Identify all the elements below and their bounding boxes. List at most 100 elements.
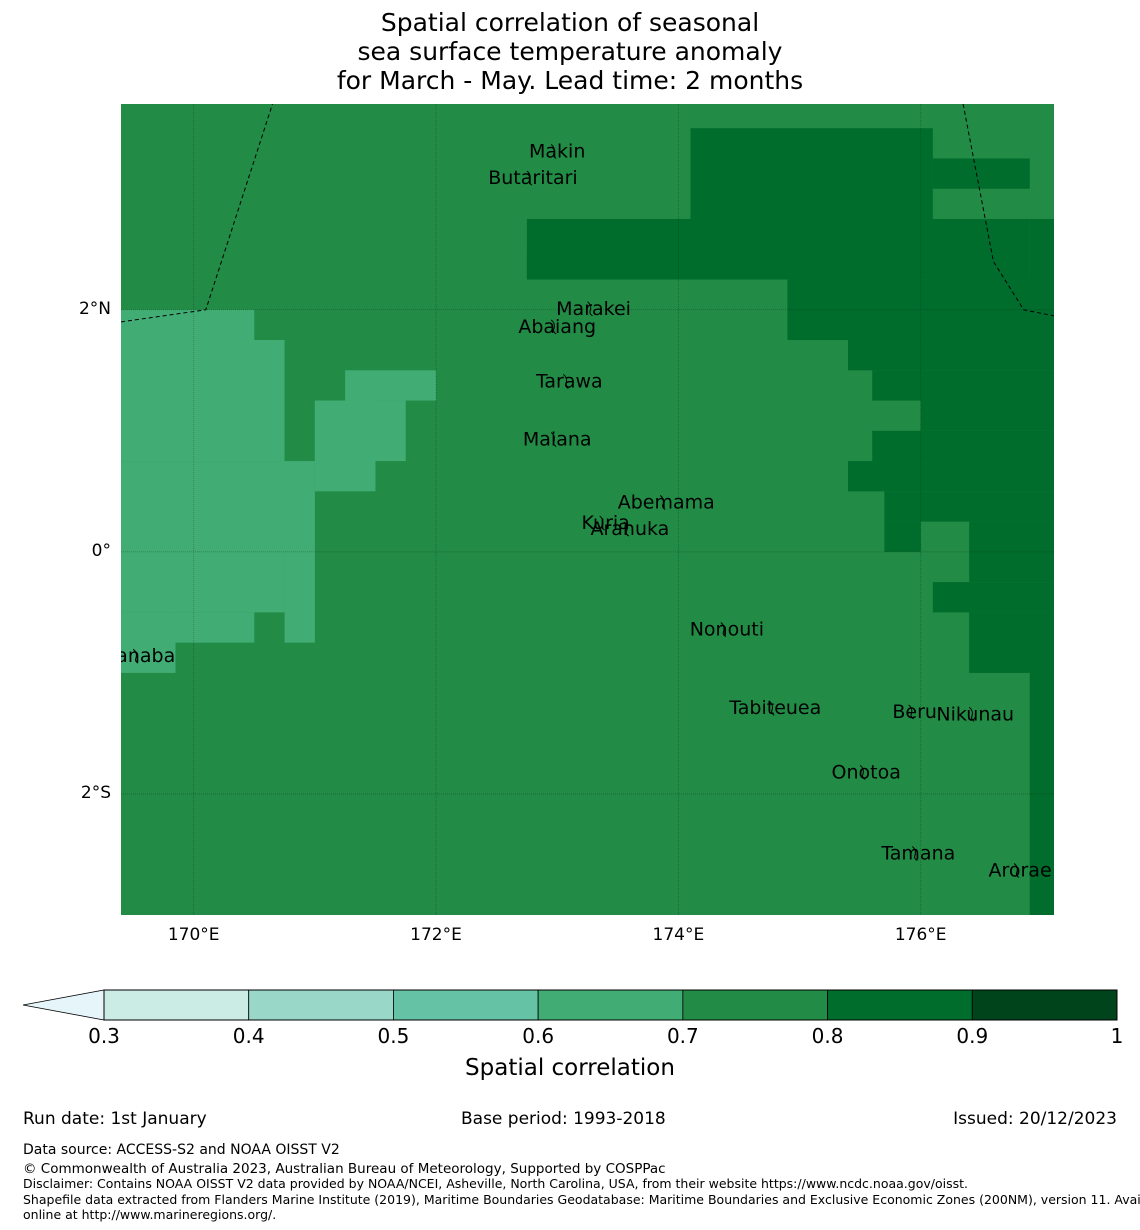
island-label: Tabiteuea [728, 697, 821, 719]
shapefile-credit-2: online at http://www.marineregions.org/. [23, 1207, 277, 1222]
island-label: Aranuka [590, 518, 669, 540]
island-outline [550, 144, 557, 159]
colorbar-frame [103, 989, 1118, 1021]
maritime-boundaries [121, 104, 1054, 323]
grid-cell-region [345, 370, 437, 401]
island-label: Makin [529, 140, 585, 162]
grid-cell-region [848, 340, 1054, 371]
grid-cell-region [526, 249, 679, 280]
island-outline [911, 846, 918, 861]
issued-date: Issued: 20/12/2023 [953, 1109, 1117, 1129]
grid-cell-region [121, 340, 285, 462]
grid-cell-region [314, 400, 406, 462]
grid-cell-region [969, 612, 1054, 673]
island-outline [720, 622, 727, 637]
island-label: Marakei [556, 298, 631, 320]
run-date: Run date: 1st January [23, 1109, 207, 1129]
island-outline [587, 301, 593, 317]
x-tick-label: 176°E [894, 925, 947, 945]
island-label: Tarawa [535, 370, 603, 392]
grid-cell-region [872, 370, 1054, 401]
eez-boundary-line [962, 104, 1054, 317]
grid-cell-region [1029, 672, 1054, 915]
graticule [121, 104, 1054, 915]
title-line-3: for March - May. Lead time: 2 months [336, 66, 804, 95]
colorbar-segment [248, 989, 394, 1021]
island-label: Tamana [880, 842, 955, 864]
colorbar-tick-label: 0.7 [666, 1024, 699, 1048]
colorbar-segment [103, 989, 250, 1021]
island-outline [563, 374, 569, 389]
colorbar-extension-arrow [22, 989, 105, 1021]
colorbar-label: Spatial correlation [465, 1055, 675, 1081]
island-outline [132, 648, 139, 664]
grid-cell-region [920, 400, 1054, 431]
island-label: Nonouti [690, 619, 764, 641]
grid-cell-region [121, 551, 285, 613]
x-tick-label: 172°E [410, 925, 462, 945]
grid-cell-region [884, 491, 1054, 522]
grid-cell-region [690, 128, 933, 219]
title-line-2: sea surface temperature anomaly [357, 37, 783, 66]
colorbar-tick-label: 1 [1110, 1024, 1124, 1048]
island-outline [968, 706, 975, 722]
grid-cell-region [787, 279, 1054, 341]
island-outline [659, 495, 666, 510]
y-tick-label: 0° [91, 540, 111, 561]
base-period: Base period: 1993-2018 [461, 1109, 666, 1129]
island-outline [908, 704, 914, 720]
island-label: Abaiang [518, 316, 596, 338]
colorbar-segment [393, 989, 539, 1021]
island-outline [859, 764, 866, 780]
colorbar-tick-label: 0.8 [811, 1024, 844, 1048]
island-label: Banaba [121, 645, 175, 667]
disclaimer: Disclaimer: Contains NOAA OISST V2 data … [23, 1176, 968, 1191]
grid-cell-region [848, 461, 1054, 492]
grid-cell-region [932, 158, 1030, 189]
grid-cell-region [872, 430, 1054, 462]
correlation-grid [121, 104, 1054, 915]
island-outline [623, 521, 630, 537]
title-line-1: Spatial correlation of seasonal [380, 8, 760, 37]
colorbar-tick-label: 0.4 [232, 1024, 265, 1048]
island-label: Nikunau [936, 703, 1014, 725]
colorbar-tick-label: 0.6 [522, 1024, 555, 1048]
grid-cell-region [932, 582, 1054, 613]
colorbar-tick-label: 0.5 [377, 1024, 410, 1048]
island-outline [1013, 863, 1020, 878]
chart-title: Spatial correlation of seasonal sea surf… [0, 8, 1140, 95]
eez-boundary-line [121, 104, 273, 323]
island-label: Beru [892, 701, 937, 723]
grid-cell-region [969, 521, 1054, 583]
data-source: Data source: ACCESS-S2 and NOAA OISST V2 [23, 1142, 340, 1158]
island-label: Onotoa [832, 761, 901, 783]
colorbar-segment [827, 989, 973, 1021]
island-outline [526, 170, 533, 186]
island-label: Butaritari [488, 167, 577, 189]
grid-cell-region [284, 551, 315, 643]
colorbar-segment [682, 989, 828, 1021]
grid-cell-region [175, 612, 255, 643]
colorbar-tick-label: 0.3 [88, 1024, 120, 1048]
shapefile-credit-1: Shapefile data extracted from Flanders M… [23, 1192, 1140, 1207]
copyright: © Commonwealth of Australia 2023, Austra… [23, 1161, 666, 1177]
island-label: Abemama [618, 491, 715, 513]
colorbar-segment [537, 989, 684, 1021]
island-label: Kuria [582, 512, 630, 534]
y-tick-label: 2°N [78, 298, 111, 319]
grid-cell-region [884, 521, 921, 552]
colorbar-segment [971, 989, 1118, 1021]
island-outline [550, 432, 557, 447]
island-outline [768, 700, 775, 716]
island-label: Arorae [988, 859, 1051, 881]
colorbar [22, 989, 1118, 1021]
grid-cell-region [121, 612, 176, 673]
y-tick-label: 2°S [80, 782, 111, 803]
x-tick-label: 170°E [167, 925, 220, 945]
island-label: Maiana [523, 429, 592, 451]
island-outline [599, 515, 605, 531]
grid-cell-region [121, 461, 315, 552]
x-tick-label: 174°E [652, 925, 705, 945]
